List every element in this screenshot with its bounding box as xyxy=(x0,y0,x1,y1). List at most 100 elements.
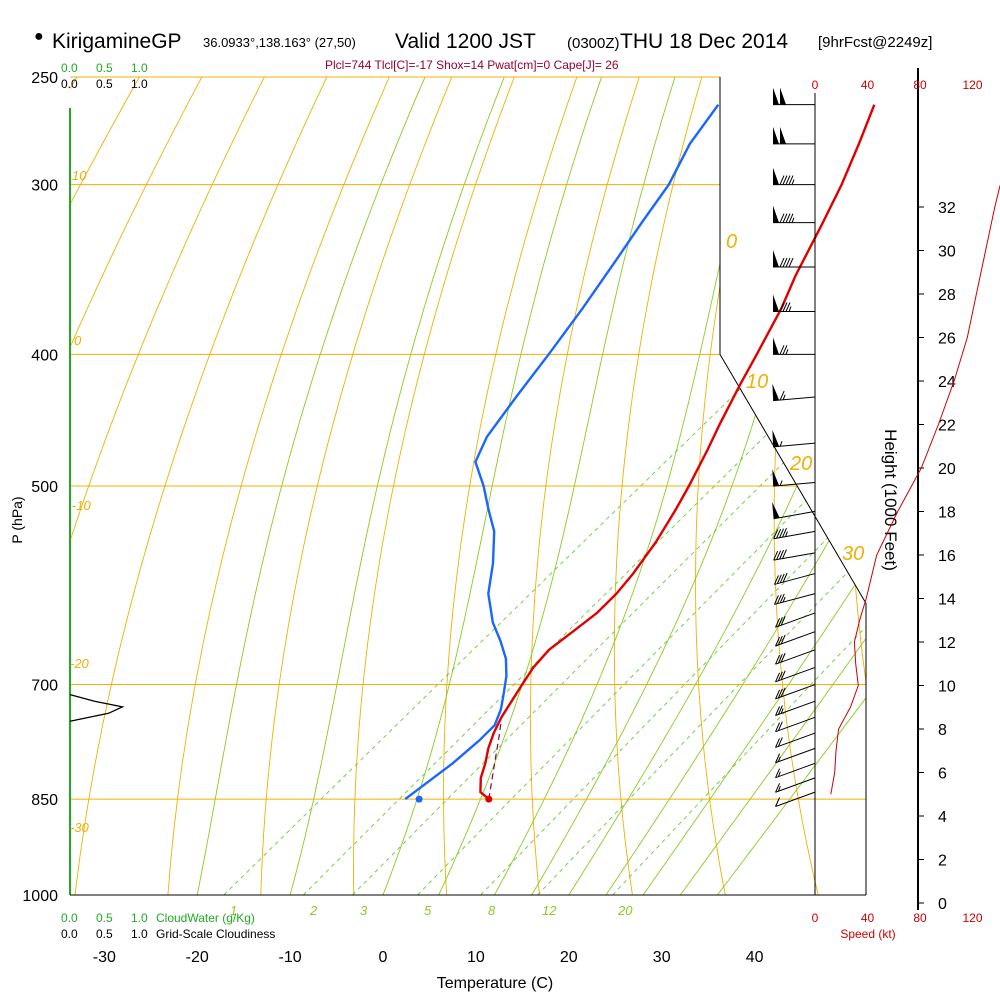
wind-barb-staff xyxy=(774,593,816,605)
forecast-info: [9hrFcst@2249z] xyxy=(818,34,933,51)
wind-barb-flag xyxy=(782,213,788,223)
pressure-tick-label: 400 xyxy=(31,347,58,364)
wind-barb-flag xyxy=(782,175,788,185)
wind-barb xyxy=(775,716,816,733)
wind-barb-flag xyxy=(775,738,780,748)
wind-barb-flag xyxy=(788,175,794,185)
wind-barb-flag xyxy=(777,635,783,646)
mixing-ratio-line xyxy=(537,353,866,895)
mixing-ratio-line xyxy=(302,353,849,895)
cloudiness-tick-bottom: 0.5 xyxy=(96,927,113,941)
temperature-tick-label: -10 xyxy=(279,949,302,966)
surface-dewpoint-marker xyxy=(415,795,423,803)
wind-barb-pennant xyxy=(773,250,779,268)
wind-barb-pennant xyxy=(773,294,779,312)
wind-barb-pennant xyxy=(772,429,780,447)
wind-barb xyxy=(772,429,816,448)
wind-speed-axis-title: Speed (kt) xyxy=(840,927,895,941)
wind-barb xyxy=(775,612,816,628)
cloudiness-tick-top: 0.0 xyxy=(61,77,78,91)
wind-barb-half-flag xyxy=(782,596,786,603)
dry-adiabat-label: 0 xyxy=(74,333,82,348)
wind-barb-flag xyxy=(777,653,783,664)
temperature-profile-line xyxy=(479,104,876,801)
wind-barb-half-flag xyxy=(782,394,786,400)
moist-adiabat xyxy=(605,77,866,895)
wind-barb xyxy=(772,469,816,487)
mixing-ratio-line xyxy=(223,353,777,895)
wind-barb-flag xyxy=(788,213,794,223)
height-tick-label: 10 xyxy=(938,679,956,696)
dry-adiabat-label: -10 xyxy=(72,498,92,513)
wind-barb-pennant xyxy=(772,383,780,401)
height-axis-title: Height (1000 Feet) xyxy=(881,429,900,571)
dry-adiabat xyxy=(613,77,703,895)
wind-barb-staff xyxy=(775,747,816,764)
height-tick-label: 6 xyxy=(938,766,947,783)
wind-barb-flag xyxy=(779,573,785,584)
wind-barb xyxy=(775,791,816,807)
height-tick-label: 2 xyxy=(938,853,947,870)
wind-barb-flag xyxy=(779,549,785,560)
wind-barb-staff xyxy=(773,510,816,520)
wind-barb xyxy=(772,501,816,520)
wind-barb xyxy=(775,631,816,647)
temperature-tick-label: 20 xyxy=(560,949,578,966)
moist-adiabat xyxy=(196,77,426,895)
cloud-water-tick-bottom: 0.5 xyxy=(96,911,113,925)
temperature-tick-label: 10 xyxy=(467,949,485,966)
wind-barb-flag xyxy=(779,345,785,355)
wind-barb-pennant xyxy=(772,469,780,487)
dewpoint-profile-line xyxy=(404,103,720,801)
cloudiness-axis-label: Grid-Scale Cloudiness xyxy=(156,927,275,941)
wind-barb xyxy=(775,666,816,683)
dry-adiabat xyxy=(695,77,765,895)
wind-barb xyxy=(773,294,815,313)
wind-barb-flag xyxy=(775,654,780,665)
dry-adiabat-label: -20 xyxy=(70,656,90,671)
cloudiness-profile-line xyxy=(69,693,125,722)
wind-barb-flag xyxy=(775,753,780,763)
cloud-water-tick-top: 0.5 xyxy=(96,61,113,75)
wind-barb-staff xyxy=(775,649,816,665)
wind-barb-flag xyxy=(777,688,783,699)
wind-barb-flag xyxy=(782,549,787,559)
wind-barb xyxy=(772,383,816,402)
wind-barb-staff xyxy=(775,762,816,779)
valid-time-zulu: (0300Z) xyxy=(567,35,620,52)
wind-barb-flag xyxy=(782,257,788,268)
wind-barb-flag xyxy=(779,213,785,223)
wind-barb-flag xyxy=(785,257,791,268)
height-tick-label: 24 xyxy=(938,374,956,391)
height-tick-label: 12 xyxy=(938,635,956,652)
wind-barb-staff xyxy=(775,716,816,733)
wind-barb-flag xyxy=(779,302,785,312)
wind-barb-flag xyxy=(775,783,780,793)
plot-area xyxy=(70,77,866,895)
mixing-ratio-label: 8 xyxy=(488,903,496,918)
surface-temperature-marker xyxy=(485,795,493,803)
mixing-ratio-label: 3 xyxy=(360,903,368,918)
wind-barb-flag xyxy=(773,595,779,605)
pressure-tick-label: 700 xyxy=(31,678,58,695)
wind-barb-flag xyxy=(777,737,783,747)
wind-barb-flag xyxy=(777,617,783,627)
wind-barb-half-flag xyxy=(784,531,788,537)
wind-barb-flag xyxy=(775,706,780,716)
wind-barb-flag xyxy=(773,575,779,585)
wind-barb-flag xyxy=(776,574,782,584)
dry-adiabat-label: 10 xyxy=(72,168,87,183)
wind-barb-pennant xyxy=(773,126,779,144)
wind-barb-staff xyxy=(775,612,816,628)
dry-adiabat xyxy=(74,77,328,895)
moist-adiabat xyxy=(717,77,866,895)
wind-barb-half-flag xyxy=(779,441,783,447)
wind-barb-flag xyxy=(776,528,782,539)
wind-barb-staff xyxy=(775,700,816,716)
wind-barb-pennant xyxy=(780,126,786,144)
wind-barb-flag xyxy=(775,722,780,732)
moist-adiabat xyxy=(438,77,676,895)
dry-adiabat xyxy=(849,77,866,895)
cloud-water-tick-top: 0.0 xyxy=(61,61,78,75)
